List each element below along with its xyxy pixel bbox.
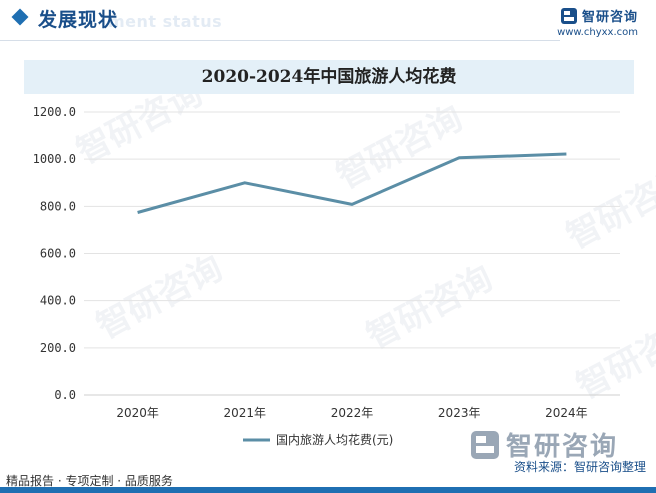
y-tick-label: 0.0 [54,388,76,402]
legend: 国内旅游人均花费(元) [243,432,393,447]
legend-label: 国内旅游人均花费(元) [276,432,393,447]
y-tick-label: 200.0 [40,341,76,355]
x-tick-label: 2024年 [545,406,588,420]
header-divider [0,40,560,41]
x-tick-label: 2022年 [331,406,374,420]
brand-block: 智研咨询 www.chyxx.com [557,6,638,38]
x-tick-label: 2021年 [224,406,267,420]
x-tick-label: 2023年 [438,406,481,420]
brand-logo-icon [471,430,499,459]
y-tick-label: 800.0 [40,199,76,213]
header-subtitle: ment status [108,12,223,31]
brand-logo-icon [560,7,577,24]
y-tick-label: 400.0 [40,294,76,308]
y-axis-ticks: 0.0 200.0 400.0 600.0 800.0 1000.0 1200.0 [33,105,76,402]
page-header: ment status 发展现状 智研咨询 www.chyxx.com [0,0,656,46]
source-note: 资料来源：智研咨询整理 [513,460,646,474]
chart-title: 2020-2024年中国旅游人均花费 [201,67,457,87]
y-tick-label: 600.0 [40,247,76,261]
footer-brand-name: 智研咨询 [506,432,619,462]
series-line [137,152,567,214]
y-tick-label: 1000.0 [33,152,76,166]
chart-title-band: 2020-2024年中国旅游人均花费 [24,60,634,94]
brand-url: www.chyxx.com [557,27,638,38]
brand-name: 智研咨询 [581,10,638,25]
footer-brand: 智研咨询 [470,426,618,463]
header-title: 发展现状 [38,9,119,31]
x-tick-label: 2020年 [116,406,159,420]
y-tick-label: 1200.0 [33,105,76,119]
x-axis-ticks: 2020年 2021年 2022年 2023年 2024年 [116,406,587,420]
bottom-bar [0,487,656,493]
grid-lines [84,111,620,396]
footer-tagline: 精品报告 · 专项定制 · 品质服务 [6,474,173,488]
